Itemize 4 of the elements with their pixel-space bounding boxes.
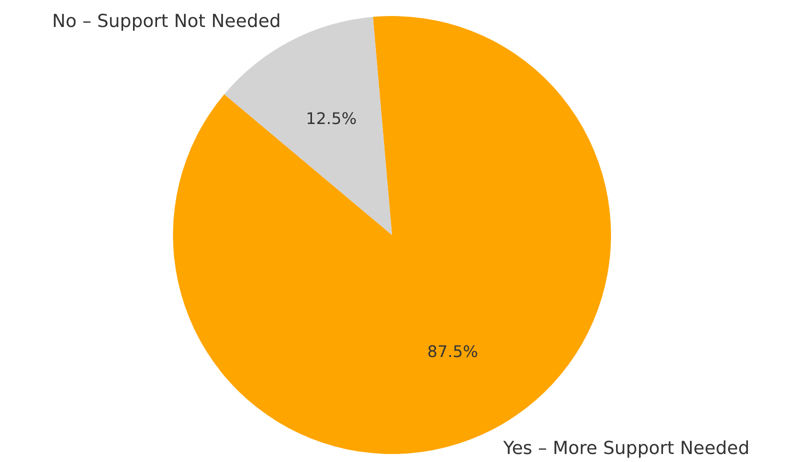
slice-label: No – Support Not Needed: [52, 10, 281, 32]
data-label: 12.5%: [306, 108, 357, 128]
slice-label: Yes – More Support Needed: [502, 438, 750, 460]
data-label: 87.5%: [427, 342, 478, 362]
